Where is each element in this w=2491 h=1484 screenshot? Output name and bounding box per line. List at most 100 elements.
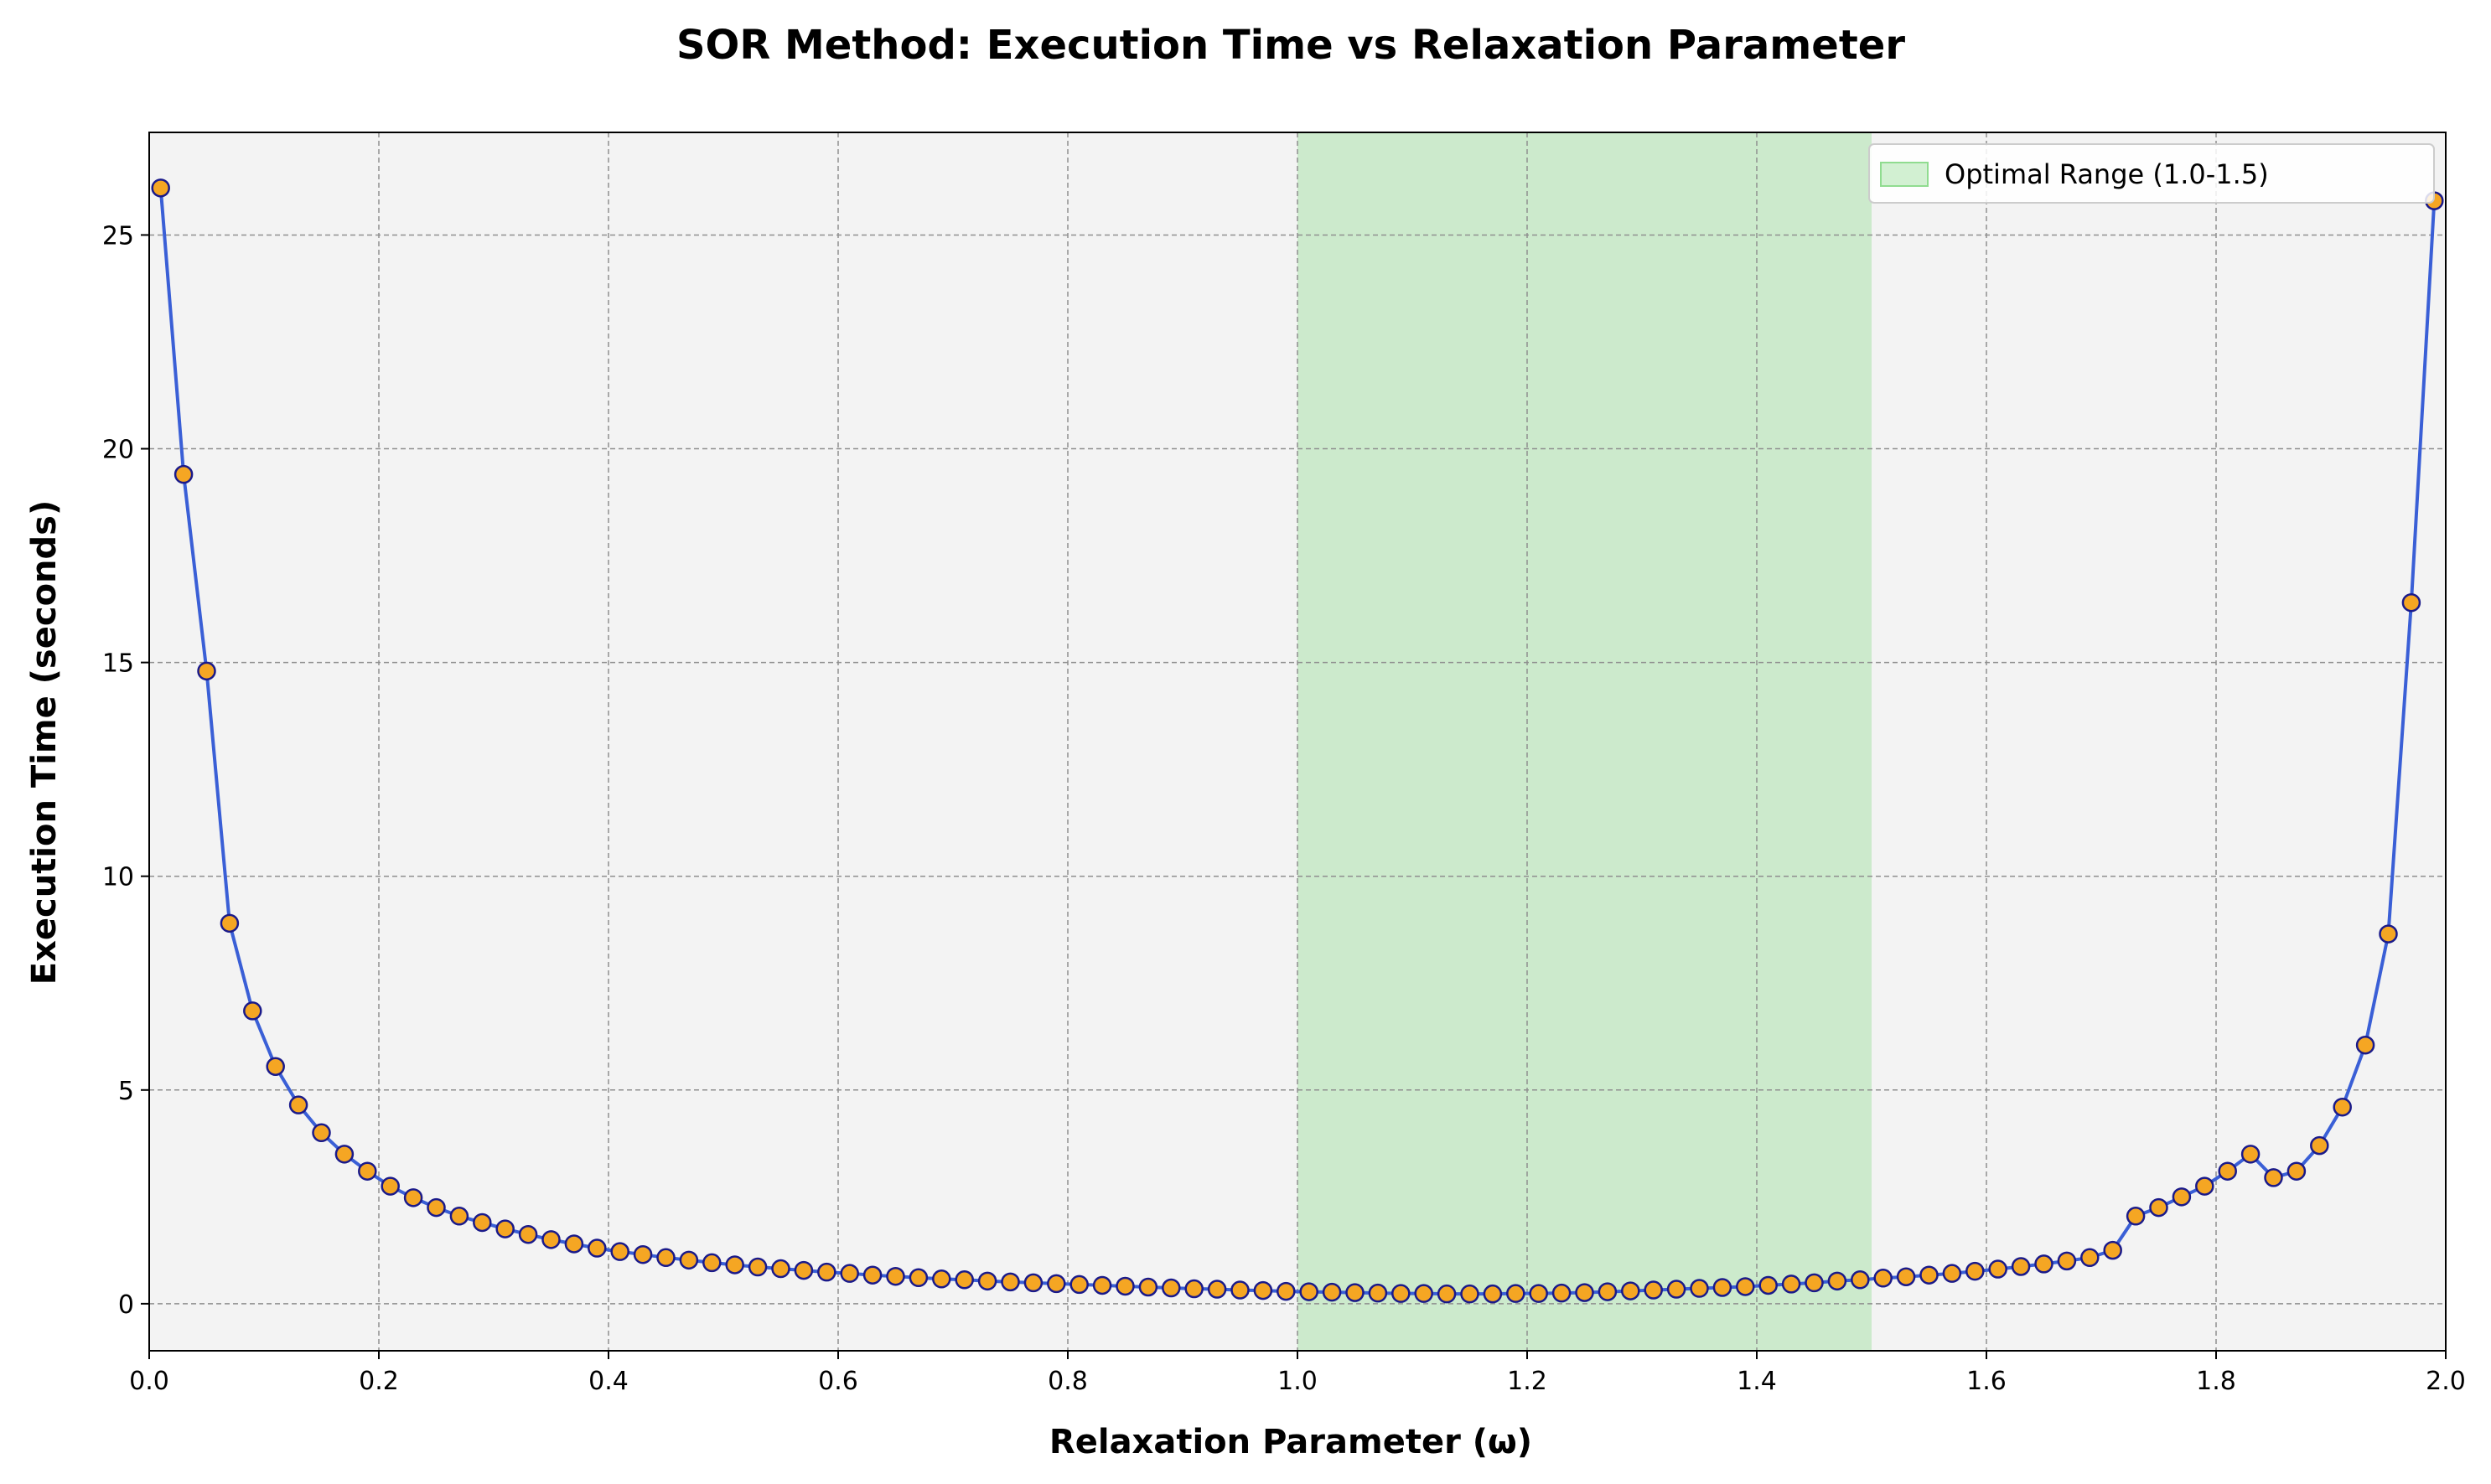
- data-point: [197, 661, 216, 681]
- data-point: [2034, 1254, 2053, 1274]
- y-tick-label: 20: [102, 436, 134, 465]
- data-point: [1644, 1280, 1663, 1300]
- data-point: [1598, 1282, 1618, 1301]
- data-point: [1551, 1283, 1572, 1303]
- data-point: [1988, 1259, 2007, 1279]
- ticks-layer: 0.0 0.2 0.4 0.6 0.8 1.0 1.2 1.4 1.6 1.8 2.0 0 5 10 15 2…: [102, 221, 2466, 1396]
- data-point: [1138, 1277, 1158, 1297]
- data-point: [1781, 1275, 1801, 1294]
- data-point: [840, 1264, 859, 1283]
- x-tick-label: 0.6: [818, 1367, 858, 1396]
- data-point: [1621, 1281, 1640, 1300]
- data-point: [817, 1262, 836, 1282]
- data-point: [955, 1270, 974, 1290]
- data-point: [151, 178, 170, 198]
- x-tick-label: 1.8: [2196, 1367, 2236, 1396]
- data-point: [1230, 1280, 1250, 1300]
- data-point: [1184, 1279, 1204, 1299]
- data-point: [1162, 1278, 1181, 1298]
- data-point: [1460, 1284, 1479, 1304]
- x-tick-label: 1.2: [1507, 1367, 1547, 1396]
- data-point: [2264, 1168, 2283, 1187]
- data-point: [1277, 1281, 1296, 1301]
- data-point: [2401, 592, 2421, 613]
- data-point: [1827, 1271, 1847, 1291]
- data-point: [1805, 1273, 1824, 1293]
- data-point: [1873, 1269, 1893, 1288]
- data-point: [1736, 1277, 1755, 1296]
- data-point: [909, 1268, 929, 1288]
- shade-layer: [1297, 132, 1872, 1351]
- data-point: [2379, 924, 2398, 944]
- data-point: [495, 1219, 515, 1238]
- data-point: [1712, 1278, 1732, 1297]
- data-point: [2355, 1035, 2375, 1055]
- data-point: [473, 1213, 492, 1233]
- y-tick-label: 0: [118, 1290, 134, 1320]
- data-point: [381, 1176, 400, 1196]
- data-point: [1666, 1280, 1686, 1299]
- data-point: [886, 1266, 905, 1286]
- x-tick-label: 0.0: [129, 1367, 169, 1396]
- data-point: [1437, 1284, 1457, 1304]
- legend-box: [1868, 143, 2435, 204]
- data-point: [1253, 1280, 1273, 1300]
- data-point: [2195, 1176, 2214, 1196]
- data-point: [1299, 1282, 1318, 1301]
- data-point: [1483, 1284, 1503, 1304]
- data-point: [2310, 1135, 2329, 1156]
- data-point: [1529, 1284, 1548, 1303]
- data-point: [427, 1197, 446, 1218]
- data-point: [1965, 1261, 1985, 1281]
- legend-swatch: [1880, 162, 1929, 187]
- x-tick-label: 0.8: [1048, 1367, 1088, 1396]
- y-tick-label: 25: [102, 221, 134, 251]
- data-point: [220, 913, 240, 933]
- data-point: [610, 1242, 629, 1261]
- optimal-range-band: [1297, 132, 1872, 1351]
- data-point: [862, 1265, 883, 1285]
- data-point: [2011, 1257, 2031, 1276]
- legend: Optimal Range (1.0-1.5): [1868, 143, 2435, 204]
- data-point: [679, 1250, 699, 1270]
- data-point: [2286, 1161, 2307, 1181]
- data-point: [2149, 1197, 2168, 1218]
- data-point: [1207, 1280, 1227, 1299]
- data-point: [1116, 1276, 1135, 1296]
- data-point: [977, 1271, 997, 1291]
- series-line: [158, 188, 2437, 1296]
- data-point: [564, 1234, 584, 1254]
- y-tick-label: 10: [102, 863, 134, 892]
- data-point: [1758, 1275, 1778, 1295]
- data-point: [771, 1259, 790, 1279]
- data-point: [266, 1057, 285, 1076]
- data-point: [243, 1001, 262, 1021]
- data-point: [1069, 1275, 1089, 1295]
- data-point: [2172, 1187, 2192, 1207]
- data-point: [588, 1238, 607, 1258]
- data-point: [312, 1123, 331, 1143]
- chart-title: SOR Method: Execution Time vs Relaxation…: [676, 22, 1905, 69]
- data-point: [334, 1145, 355, 1164]
- data-point: [2333, 1097, 2352, 1117]
- x-tick-label: 1.6: [1966, 1367, 2007, 1396]
- data-point: [403, 1188, 423, 1207]
- x-tick-label: 0.2: [359, 1367, 399, 1396]
- data-point: [1368, 1283, 1388, 1303]
- data-point: [1322, 1282, 1342, 1302]
- x-tick-label: 1.0: [1277, 1367, 1318, 1396]
- data-point: [449, 1207, 469, 1226]
- data-point: [725, 1255, 744, 1275]
- data-point: [1047, 1274, 1066, 1294]
- data-point: [932, 1269, 951, 1289]
- x-axis-title: Relaxation Parameter (ω): [1049, 1423, 1532, 1461]
- data-point: [1414, 1284, 1433, 1303]
- data-point: [1942, 1264, 1962, 1283]
- data-point: [1575, 1283, 1594, 1302]
- data-point: [633, 1244, 653, 1264]
- data-point: [173, 464, 194, 484]
- data-point: [656, 1248, 676, 1268]
- data-point: [794, 1260, 814, 1280]
- x-tick-label: 2.0: [2426, 1367, 2466, 1396]
- data-point: [1896, 1267, 1916, 1286]
